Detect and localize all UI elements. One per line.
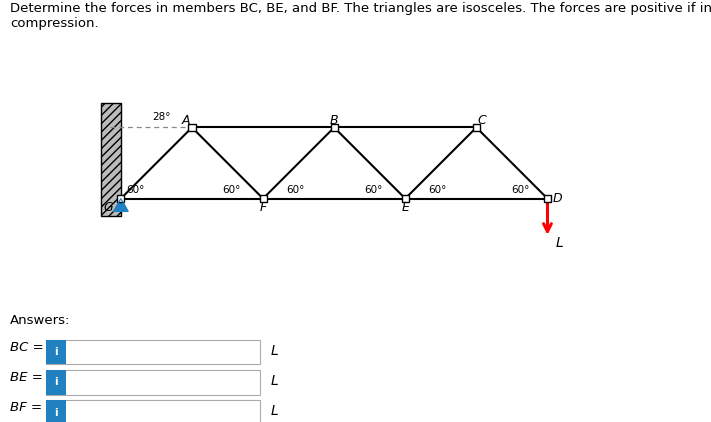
Text: i: i	[54, 347, 58, 357]
Text: L: L	[270, 405, 278, 419]
Text: L: L	[556, 236, 564, 250]
Text: i: i	[54, 408, 58, 418]
Text: Determine the forces in members BC, BE, and BF. The triangles are isosceles. The: Determine the forces in members BC, BE, …	[10, 2, 711, 15]
Text: i: i	[54, 377, 58, 387]
Bar	[101, 103, 121, 216]
Text: BF =: BF =	[10, 401, 42, 414]
Bar	[402, 195, 409, 202]
Bar	[117, 195, 124, 202]
Text: 60°: 60°	[511, 185, 530, 195]
Text: 60°: 60°	[364, 185, 383, 195]
Polygon shape	[114, 199, 128, 211]
Bar	[473, 124, 480, 131]
Bar	[260, 195, 267, 202]
Text: G: G	[103, 200, 113, 214]
Text: F: F	[260, 201, 267, 214]
Text: L: L	[270, 374, 278, 388]
Text: B: B	[330, 114, 338, 127]
Text: L: L	[270, 344, 278, 358]
Text: C: C	[478, 114, 486, 127]
Text: compression.: compression.	[10, 17, 99, 30]
Bar	[544, 195, 551, 202]
Text: 60°: 60°	[222, 185, 240, 195]
Bar	[188, 124, 196, 131]
Text: 60°: 60°	[127, 185, 145, 195]
Text: A: A	[182, 114, 191, 127]
Text: BC =: BC =	[10, 341, 43, 354]
Text: BE =: BE =	[10, 371, 43, 384]
Text: 60°: 60°	[428, 185, 447, 195]
Text: Answers:: Answers:	[10, 314, 70, 327]
Bar	[331, 124, 338, 131]
Text: 60°: 60°	[286, 185, 304, 195]
Text: D: D	[552, 192, 562, 205]
Text: E: E	[401, 201, 410, 214]
Text: 28°: 28°	[152, 112, 171, 122]
